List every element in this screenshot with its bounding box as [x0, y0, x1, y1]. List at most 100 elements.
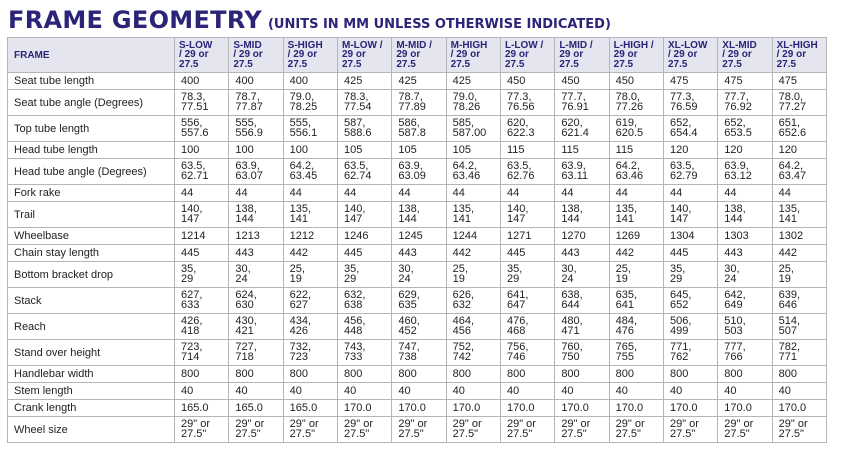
- table-cell: 170.0: [608, 399, 664, 417]
- table-cell: 40: [336, 382, 393, 400]
- cell-line: 138,: [235, 203, 257, 215]
- table-cell: 170.0: [662, 399, 719, 417]
- table-cell: 63.9, 63.07: [228, 158, 284, 185]
- cell-line: 144: [724, 212, 743, 225]
- table-cell: 747, 738: [391, 339, 447, 366]
- table-row: Crank length 165.0 165.0 165.0 170.0 170.0 170…: [6, 399, 828, 417]
- table-cell: 105: [391, 141, 447, 159]
- page-title: FRAME GEOMETRY (UNITS IN MM UNLESS OTHERW…: [8, 6, 611, 36]
- cell-line: 733: [344, 350, 363, 363]
- table-cell: 135, 141: [282, 201, 339, 228]
- cell-line: 77.26: [615, 100, 644, 113]
- table-cell: 63.5, 62.74: [336, 158, 393, 185]
- cell-line: 147: [669, 212, 689, 225]
- row-label: Reach: [6, 313, 176, 340]
- cell-line: 652.6: [778, 126, 807, 139]
- table-cell: 40: [771, 382, 828, 400]
- header-size-line: 27.5: [722, 58, 742, 70]
- table-cell: 170.0: [445, 399, 501, 417]
- table-cell: 140, 147: [499, 201, 556, 228]
- cell-line: 727,: [235, 341, 257, 353]
- cell-line: 35,: [181, 263, 197, 275]
- table-cell: 44: [282, 184, 339, 202]
- cell-line: 777,: [724, 341, 746, 353]
- cell-line: 626,: [452, 289, 475, 301]
- header-size-line: 29 or: [559, 49, 584, 61]
- cell-line: 30,: [724, 263, 740, 275]
- cell-line: 144: [235, 212, 254, 225]
- table-cell: 77.7, 76.92: [717, 89, 773, 116]
- cell-line: 448: [344, 324, 363, 337]
- table-cell: 35, 29: [662, 261, 719, 288]
- table-cell: 800: [282, 365, 339, 383]
- header-size-1: S-MID/ 29 or 27.5: [228, 37, 284, 73]
- cell-line: 63.9,: [235, 160, 260, 172]
- table-cell: 445: [662, 244, 719, 262]
- row-label: Head tube angle (Degrees): [6, 158, 176, 185]
- header-size-7: L-MID /29 or 27.5: [554, 37, 610, 73]
- cell-line: 588.6: [344, 126, 372, 139]
- header-size-line: 29 or: [504, 49, 529, 61]
- header-size-4: M-MID /29 or 27.5: [391, 37, 447, 73]
- cell-line: 556,: [181, 117, 203, 129]
- cell-line: 35,: [669, 263, 686, 275]
- cell-line: 63.09: [398, 169, 426, 182]
- table-cell: 105: [336, 141, 393, 159]
- table-cell: 510, 503: [717, 313, 773, 340]
- table-cell: 585, 587.00: [445, 115, 501, 142]
- header-size-line: L-LOW /: [504, 39, 544, 51]
- cell-line: 755: [615, 350, 634, 363]
- table-cell: 443: [717, 244, 773, 262]
- table-cell: 443: [228, 244, 284, 262]
- cell-line: 627,: [181, 289, 203, 301]
- cell-line: 29" or: [669, 418, 699, 430]
- cell-line: 77.7,: [561, 91, 586, 103]
- table-cell: 64.2, 63.47: [771, 158, 828, 185]
- table-cell: 100: [174, 141, 230, 159]
- cell-line: 642,: [724, 289, 746, 301]
- table-cell: 450: [554, 72, 610, 90]
- table-header-row: FRAME S-LOW/ 29 or 27.5 S-MID/ 29 or 27.5 S-…: [6, 37, 828, 73]
- table-row: Wheel size 29" or 27.5" 29" or 27.5" 29" or 27…: [6, 416, 828, 443]
- table-cell: 800: [717, 365, 773, 383]
- table-cell: 165.0: [282, 399, 339, 417]
- cell-line: 418: [181, 324, 200, 337]
- table-cell: 79.0, 78.26: [445, 89, 501, 116]
- table-cell: 445: [499, 244, 556, 262]
- cell-line: 503: [724, 324, 743, 337]
- table-cell: 135, 141: [608, 201, 664, 228]
- cell-line: 24: [398, 272, 411, 285]
- cell-line: 135,: [289, 203, 312, 215]
- cell-line: 76.59: [669, 100, 698, 113]
- cell-line: 64.2,: [615, 160, 641, 172]
- table-cell: 170.0: [554, 399, 610, 417]
- cell-line: 27.5": [778, 427, 804, 440]
- cell-line: 78.0,: [615, 91, 641, 103]
- table-cell: 800: [445, 365, 501, 383]
- table-cell: 79.0, 78.25: [282, 89, 339, 116]
- row-label: Wheelbase: [6, 227, 176, 245]
- table-cell: 777, 766: [717, 339, 773, 366]
- table-cell: 115: [608, 141, 664, 159]
- cell-line: 76.92: [724, 100, 752, 113]
- cell-line: 651,: [778, 117, 801, 129]
- cell-line: 771: [778, 350, 797, 363]
- cell-line: 27.5": [506, 427, 533, 440]
- table-cell: 40: [282, 382, 339, 400]
- table-cell: 771, 762: [662, 339, 719, 366]
- table-cell: 63.9, 63.12: [717, 158, 773, 185]
- table-cell: 727, 718: [228, 339, 284, 366]
- cell-line: 25,: [778, 263, 794, 275]
- table-cell: 1245: [391, 227, 447, 245]
- cell-line: 762: [669, 350, 689, 363]
- cell-line: 29" or: [724, 418, 754, 430]
- cell-line: 63.9,: [724, 160, 749, 172]
- table-cell: 25, 19: [445, 261, 501, 288]
- table-cell: 25, 19: [608, 261, 664, 288]
- table-row: Seat tube angle (Degrees) 78.3, 77.51 78.7,…: [6, 89, 828, 116]
- table-cell: 450: [499, 72, 556, 90]
- table-cell: 430, 421: [228, 313, 284, 340]
- cell-line: 476,: [506, 315, 529, 327]
- table-cell: 480, 471: [554, 313, 610, 340]
- table-cell: 426, 418: [174, 313, 230, 340]
